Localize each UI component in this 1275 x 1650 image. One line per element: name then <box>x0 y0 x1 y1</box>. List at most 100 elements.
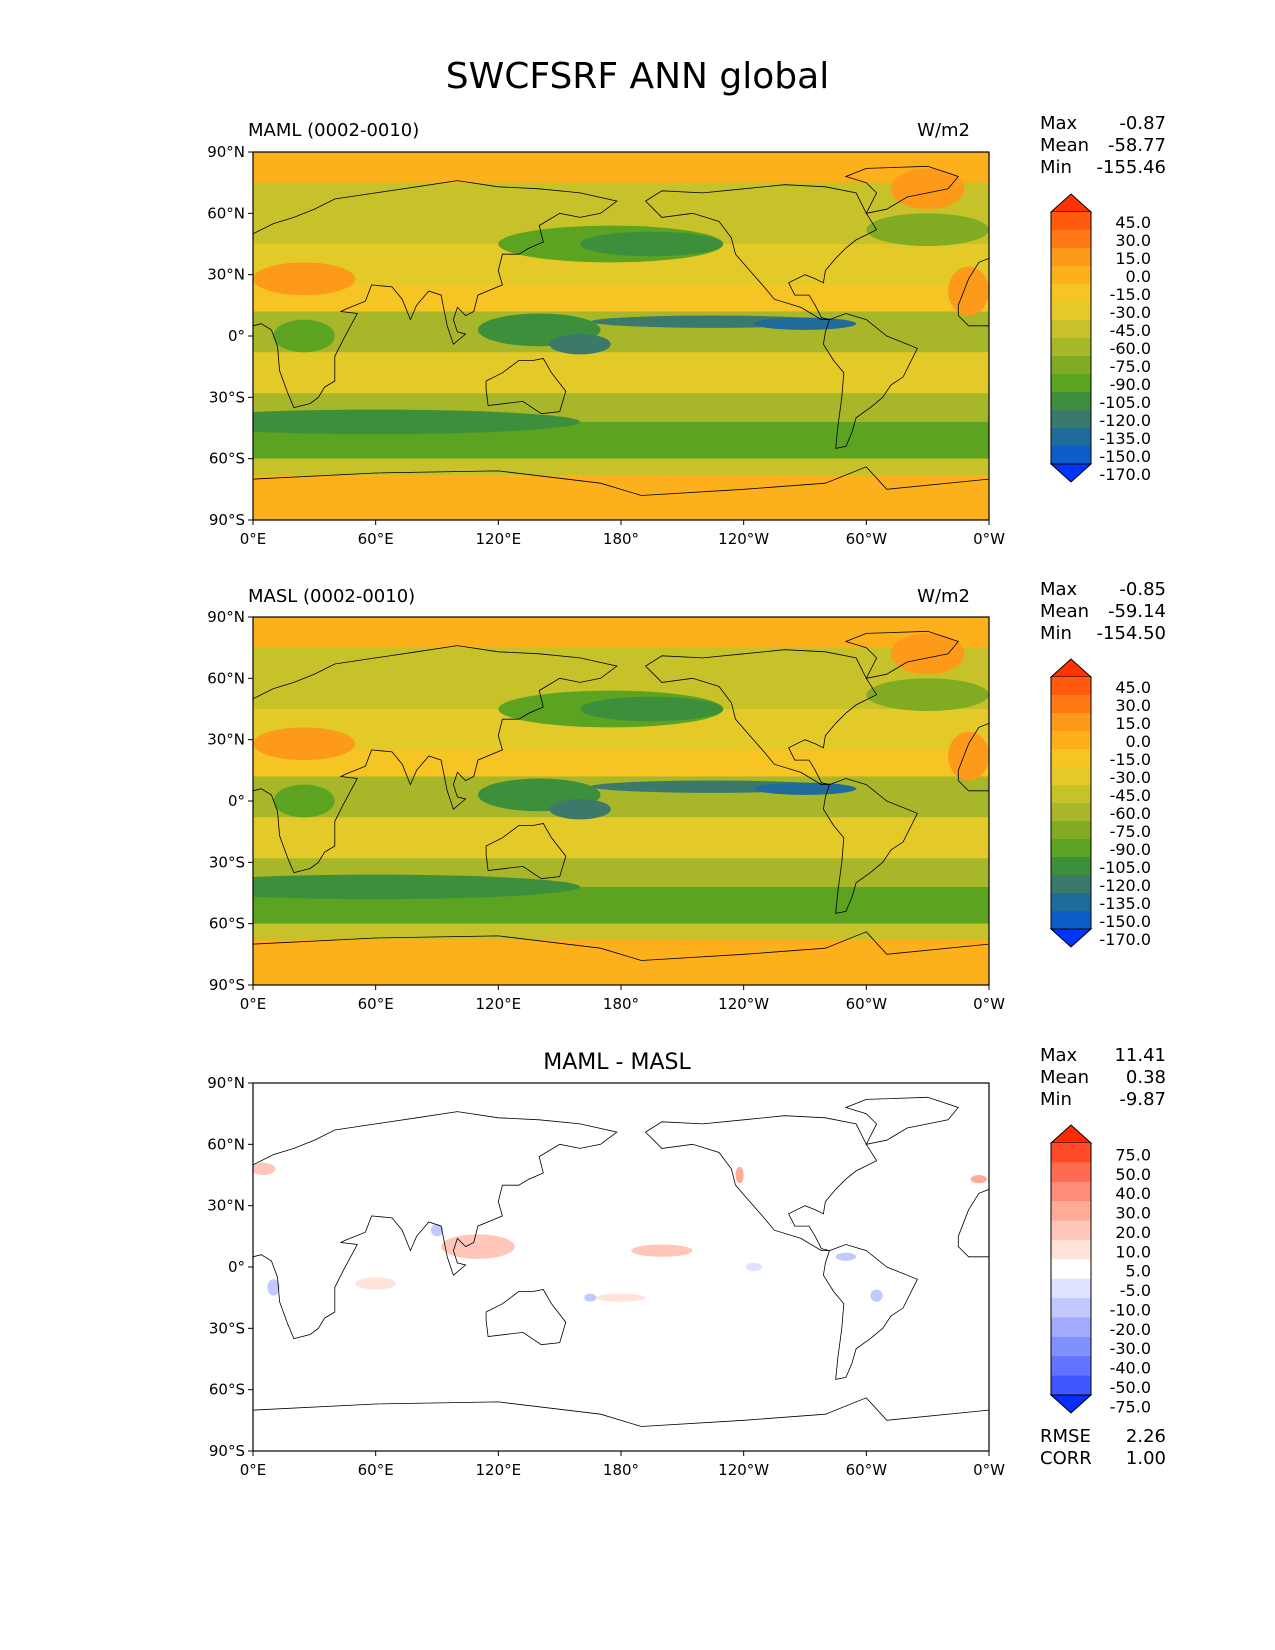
panel1-plot: 0°E 60°E 120°E 180° 120°W 60°W 0°W 90°N 60°N 30°N… <box>207 143 1151 548</box>
colorbar-label: -135.0 <box>1099 429 1151 448</box>
field-band <box>253 749 989 777</box>
colorbar-label: -120.0 <box>1099 411 1151 430</box>
x-tick-label: 120°E <box>476 995 522 1013</box>
field-patch <box>866 213 989 247</box>
colorbar-swatch <box>1051 212 1091 231</box>
anomaly-patch <box>355 1277 397 1290</box>
colorbar-extend-min <box>1049 1394 1093 1414</box>
colorbar-label: -30.0 <box>1110 303 1151 322</box>
colorbar-swatch <box>1051 1239 1091 1260</box>
colorbar-label: -45.0 <box>1110 786 1151 805</box>
coastline-6 <box>253 1397 989 1451</box>
field-band <box>253 776 989 818</box>
panel1-min-label: Min <box>1040 157 1072 178</box>
colorbar-label: -20.0 <box>1110 1320 1151 1339</box>
colorbar-label: 50.0 <box>1115 1165 1151 1184</box>
y-tick-label: 90°S <box>209 976 245 994</box>
x-tick-label: 0°E <box>240 530 267 548</box>
panel2-min: -154.50 <box>1096 623 1166 644</box>
field-background <box>253 152 989 520</box>
panel3-rmse: 2.26 <box>1125 1426 1166 1447</box>
y-tick-label: 0° <box>228 792 245 810</box>
coastline-2 <box>485 823 567 880</box>
colorbar-swatch <box>1051 677 1091 696</box>
field-band <box>253 709 989 750</box>
colorbar-label: -120.0 <box>1099 876 1151 895</box>
colorbar-swatch <box>1051 1317 1091 1338</box>
field-patch <box>580 231 724 257</box>
coastline-5 <box>844 630 959 679</box>
panel2-max-label: Max <box>1040 579 1078 600</box>
y-tick-label: 30°S <box>209 853 245 871</box>
colorbar-swatch <box>1051 320 1091 339</box>
colorbar-label: 40.0 <box>1115 1184 1151 1203</box>
field-patch <box>580 696 724 722</box>
anomaly-patch <box>835 1252 857 1261</box>
anomaly-patch <box>430 1224 444 1237</box>
colorbar-label: -105.0 <box>1099 858 1151 877</box>
field-band <box>253 475 989 520</box>
colorbar-label: 15.0 <box>1115 249 1151 268</box>
panel1-mean-label: Mean <box>1040 135 1090 156</box>
colorbar-swatch <box>1051 731 1091 750</box>
x-tick-label: 0°W <box>973 1461 1005 1479</box>
colorbar-extend-min <box>1049 928 1093 948</box>
x-tick-label: 0°W <box>973 530 1005 548</box>
figure-title: SWCFSRF ANN global <box>445 56 830 97</box>
panel3-frame <box>252 1082 990 1452</box>
field-patch <box>753 782 857 795</box>
x-tick-label: 0°E <box>240 995 267 1013</box>
panel3-extra-stats: RMSE 2.26 CORR 1.00 <box>1040 1426 1166 1470</box>
field-background <box>253 1083 989 1451</box>
panel2-mean: -59.14 <box>1107 601 1166 622</box>
y-tick-label: 60°N <box>207 1135 245 1153</box>
field-patch <box>477 313 601 347</box>
colorbar-label: -170.0 <box>1099 465 1151 484</box>
colorbar-label: 45.0 <box>1115 678 1151 697</box>
field-band <box>253 311 989 353</box>
panel1-stats: Max -0.87 Mean -58.77 Min -155.46 <box>1040 113 1166 179</box>
colorbar-extend-max <box>1049 1124 1093 1144</box>
x-tick-label: 0°E <box>240 1461 267 1479</box>
panel3-rmse-label: RMSE <box>1040 1426 1091 1447</box>
panel1-units: W/m2 <box>917 120 970 141</box>
x-tick-label: 0°W <box>973 995 1005 1013</box>
colorbar-swatch <box>1051 749 1091 768</box>
anomaly-patch <box>631 1244 693 1257</box>
colorbar-swatch <box>1051 248 1091 267</box>
panel2-frame <box>252 616 990 986</box>
panel2-mean-label: Mean <box>1040 601 1090 622</box>
colorbar-swatch <box>1051 767 1091 786</box>
field-patch <box>890 168 965 210</box>
panel2-field <box>253 617 989 985</box>
panel2-units: W/m2 <box>917 586 970 607</box>
coastline-4 <box>822 1244 918 1380</box>
field-band <box>253 940 989 985</box>
coastline-0 <box>253 180 618 409</box>
field-band <box>253 284 989 312</box>
panel3-min-label: Min <box>1040 1089 1072 1110</box>
colorbar-label: 45.0 <box>1115 213 1151 232</box>
coastline-6 <box>253 931 989 985</box>
colorbar-swatch <box>1051 428 1091 447</box>
colorbar-label: -75.0 <box>1110 822 1151 841</box>
field-patch <box>498 225 724 263</box>
panel3-title: MAML - MASL <box>543 1050 691 1075</box>
y-tick-label: 90°S <box>209 511 245 529</box>
panel3-mean: 0.38 <box>1125 1067 1166 1088</box>
colorbar-label: -45.0 <box>1110 321 1151 340</box>
colorbar-label: -10.0 <box>1110 1300 1151 1319</box>
field-band <box>253 182 989 244</box>
y-tick-label: 30°N <box>207 731 245 749</box>
anomaly-patch <box>970 1175 987 1184</box>
field-patch <box>948 266 989 316</box>
panel3-max: 11.41 <box>1114 1045 1166 1066</box>
anomaly-patch <box>745 1262 763 1272</box>
colorbar-swatch <box>1051 410 1091 429</box>
colorbar-label: -75.0 <box>1110 357 1151 376</box>
x-tick-label: 120°W <box>718 1461 769 1479</box>
y-tick-label: 30°N <box>207 266 245 284</box>
x-tick-label: 180° <box>603 1461 639 1479</box>
panel3-corr-label: CORR <box>1040 1448 1092 1469</box>
colorbar-label: 5.0 <box>1126 1262 1151 1281</box>
